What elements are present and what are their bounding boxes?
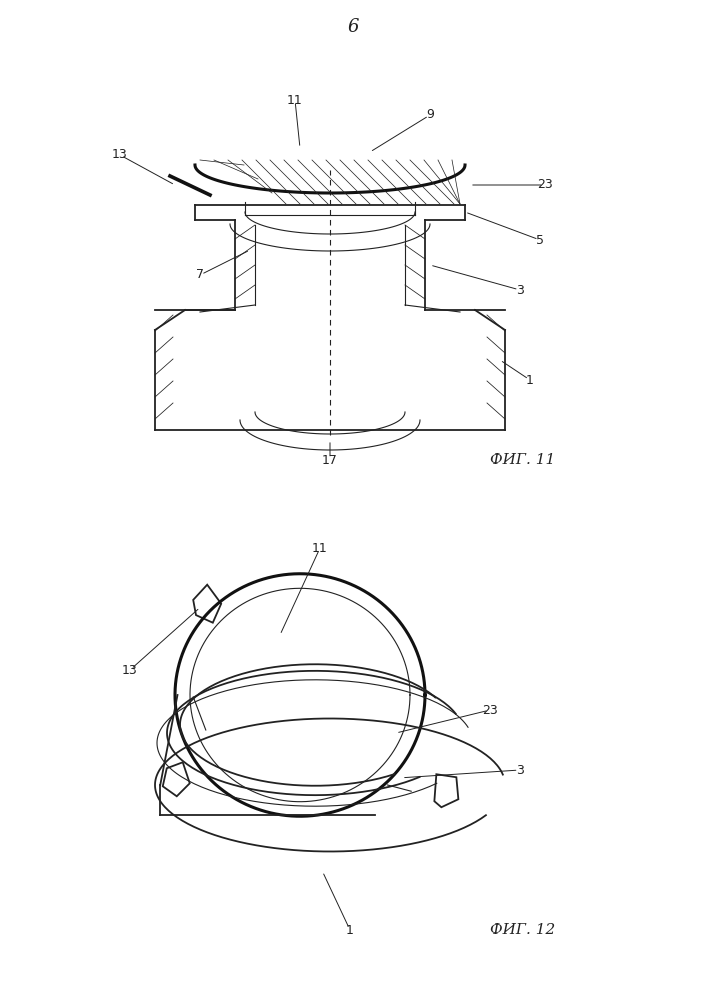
Text: 1: 1 [346,924,354,936]
Polygon shape [434,774,458,807]
Text: 5: 5 [536,233,544,246]
Text: 3: 3 [516,764,524,776]
Text: 1: 1 [526,373,534,386]
Text: 11: 11 [287,94,303,106]
Text: 13: 13 [122,664,138,676]
Text: 9: 9 [426,108,434,121]
Text: 13: 13 [112,148,128,161]
Text: 23: 23 [482,704,498,716]
Polygon shape [163,762,189,796]
Text: ФИГ. 12: ФИГ. 12 [490,923,555,937]
Text: 6: 6 [347,18,358,36]
Text: 17: 17 [322,454,338,466]
Text: 11: 11 [312,542,328,554]
Text: 23: 23 [537,178,553,192]
Text: ФИГ. 11: ФИГ. 11 [490,453,555,467]
Polygon shape [193,585,221,623]
Text: 3: 3 [516,284,524,296]
Text: 7: 7 [196,268,204,282]
